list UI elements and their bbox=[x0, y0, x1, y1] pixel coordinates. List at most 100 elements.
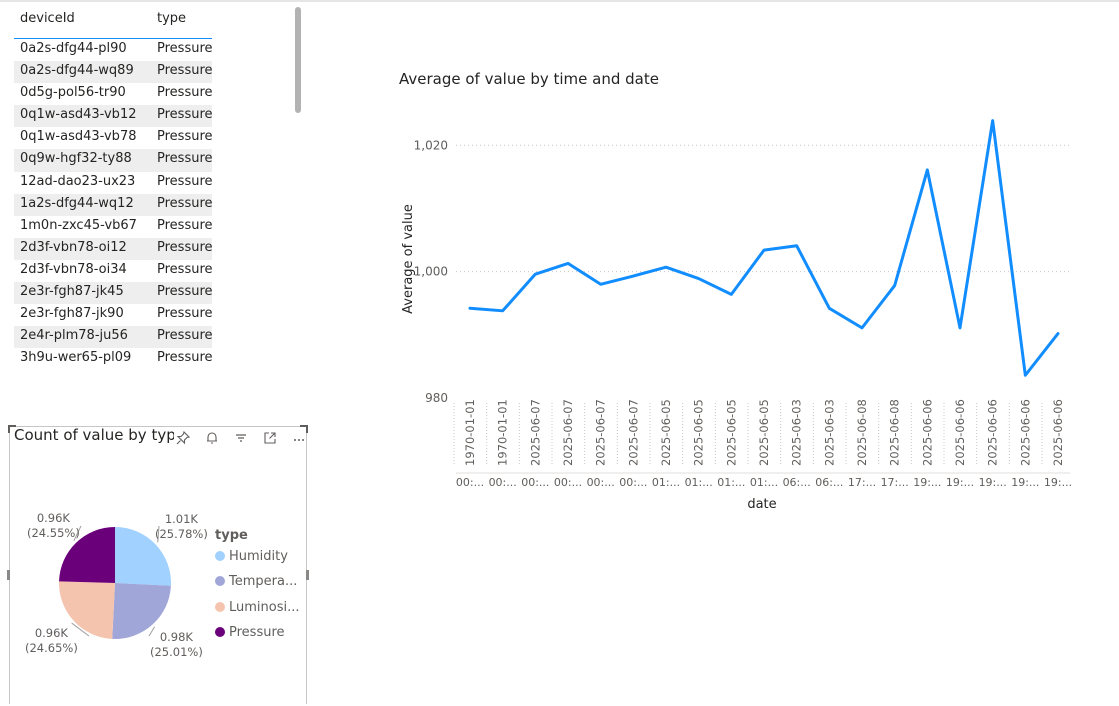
data-line-average-value[interactable] bbox=[468, 119, 1060, 377]
data-point[interactable] bbox=[1024, 374, 1027, 377]
data-point[interactable] bbox=[534, 273, 537, 276]
table-row[interactable]: 1a2s-dfg44-wq12 Pressure bbox=[14, 193, 213, 216]
x-tick-time-label: 00:... bbox=[554, 476, 582, 489]
x-tick-time-label: 00:... bbox=[587, 476, 615, 489]
data-point[interactable] bbox=[991, 119, 994, 122]
cell-type: Pressure bbox=[157, 328, 213, 344]
slice-value: 1.01K bbox=[164, 512, 198, 526]
legend-label: Luminosi... bbox=[229, 600, 300, 615]
visual-header-icons bbox=[175, 430, 307, 448]
table-row[interactable]: 0d5g-pol56-tr90 Pressure bbox=[14, 83, 213, 105]
x-tick-date-label: 2025-06-06 bbox=[920, 399, 934, 466]
cell-deviceid: 0q1w-asd43-vb12 bbox=[20, 107, 137, 123]
pin-icon[interactable] bbox=[175, 430, 191, 446]
more-options-icon[interactable] bbox=[291, 430, 307, 446]
slice-percent: (24.55%) bbox=[27, 526, 80, 540]
table-row[interactable]: 0q9w-hgf32-ty88 Pressure bbox=[14, 149, 213, 172]
y-tick-label: 1,000 bbox=[414, 265, 448, 279]
pie-slice-temperature[interactable] bbox=[112, 583, 171, 639]
legend-item-pressure[interactable]: Pressure bbox=[215, 625, 285, 643]
column-header-deviceid[interactable]: deviceId bbox=[20, 11, 75, 26]
cell-deviceid: 2e4r-plm78-ju56 bbox=[20, 328, 128, 344]
data-point[interactable] bbox=[697, 277, 700, 280]
pie-chart-visual[interactable]: Count of value by typ type Humidity Temp… bbox=[7, 425, 309, 704]
data-point[interactable] bbox=[763, 249, 766, 252]
x-tick-time-label: 00:... bbox=[489, 476, 517, 489]
table-row[interactable]: 0q1w-asd43-vb12 Pressure bbox=[14, 105, 213, 128]
x-tick-time-label: 17:... bbox=[848, 476, 876, 489]
x-tick-time-label: 19:... bbox=[1044, 476, 1072, 489]
table-row[interactable]: 2d3f-vbn78-oi34 Pressure bbox=[14, 260, 213, 282]
cell-type: Pressure bbox=[157, 129, 213, 145]
cell-type: Pressure bbox=[157, 151, 213, 167]
data-point[interactable] bbox=[632, 275, 635, 278]
legend-label: Pressure bbox=[229, 625, 285, 640]
x-tick-time-label: 01:... bbox=[685, 476, 713, 489]
table-row[interactable]: 2e3r-fgh87-jk90 Pressure bbox=[14, 304, 213, 326]
data-point[interactable] bbox=[828, 307, 831, 310]
resize-side-handle[interactable] bbox=[306, 570, 309, 580]
table-row[interactable]: 1m0n-zxc45-vb67 Pressure bbox=[14, 216, 213, 238]
cell-type: Pressure bbox=[157, 85, 213, 101]
filter-icon[interactable] bbox=[233, 430, 249, 446]
table-row[interactable]: 12ad-dao23-ux23 Pressure bbox=[14, 172, 213, 194]
x-tick-date-label: 2025-06-07 bbox=[528, 399, 542, 466]
cell-deviceid: 0a2s-dfg44-wq89 bbox=[20, 63, 134, 79]
data-point[interactable] bbox=[665, 266, 668, 269]
table-row[interactable]: 0a2s-dfg44-pl90 Pressure bbox=[14, 39, 213, 61]
pie-slice-pressure[interactable] bbox=[59, 527, 115, 583]
x-tick-date-label: 2025-06-05 bbox=[692, 399, 706, 466]
x-tick-date-label: 2025-06-07 bbox=[594, 399, 608, 466]
pie-plot bbox=[59, 525, 171, 639]
leader-line bbox=[71, 622, 90, 637]
data-point[interactable] bbox=[469, 307, 472, 310]
data-point[interactable] bbox=[567, 262, 570, 265]
data-point[interactable] bbox=[861, 326, 864, 329]
x-tick-date-label: 2025-06-06 bbox=[1051, 399, 1065, 466]
cell-deviceid: 2e3r-fgh87-jk90 bbox=[20, 306, 124, 322]
data-point[interactable] bbox=[501, 309, 504, 312]
table-row[interactable]: 3h9u-wer65-pl09 Pressure bbox=[14, 348, 213, 370]
x-tick-time-label: 00:... bbox=[521, 476, 549, 489]
cell-deviceid: 3h9u-wer65-pl09 bbox=[20, 350, 132, 366]
resize-corner-handle[interactable] bbox=[300, 425, 308, 433]
table-row[interactable]: 2d3f-vbn78-oi12 Pressure bbox=[14, 237, 213, 260]
legend-item-temperature[interactable]: Tempera... bbox=[215, 574, 297, 592]
data-point[interactable] bbox=[730, 293, 733, 296]
bell-icon[interactable] bbox=[204, 430, 220, 446]
legend-item-luminosity[interactable]: Luminosi... bbox=[215, 600, 300, 618]
table-scrollbar[interactable] bbox=[295, 7, 301, 113]
cell-deviceid: 2d3f-vbn78-oi34 bbox=[20, 261, 127, 277]
data-point[interactable] bbox=[599, 283, 602, 286]
table-row[interactable]: 0a2s-dfg44-wq89 Pressure bbox=[14, 61, 213, 84]
data-point[interactable] bbox=[893, 284, 896, 287]
data-point[interactable] bbox=[1057, 332, 1060, 335]
pie-slice-humidity[interactable] bbox=[115, 527, 171, 586]
device-table[interactable]: deviceId type 0a2s-dfg44-pl90 Pressure 0a2… bbox=[14, 6, 304, 374]
slice-label-pressure: 0.96K (24.55%) bbox=[27, 511, 80, 541]
column-header-type[interactable]: type bbox=[157, 11, 187, 26]
pie-slice-luminosity[interactable] bbox=[59, 581, 115, 639]
x-axis-title: date bbox=[747, 497, 776, 512]
table-row[interactable]: 0q1w-asd43-vb78 Pressure bbox=[14, 127, 213, 149]
table-row[interactable]: 2e4r-plm78-ju56 Pressure bbox=[14, 326, 213, 349]
x-tick-time-label: 00:... bbox=[619, 476, 647, 489]
slice-value: 0.96K bbox=[36, 511, 70, 525]
line-chart-visual[interactable]: Average of value by time and date 980 1,0… bbox=[390, 60, 1090, 530]
resize-side-handle[interactable] bbox=[7, 570, 10, 580]
data-point[interactable] bbox=[795, 244, 798, 247]
cell-type: Pressure bbox=[157, 239, 213, 255]
resize-corner-handle[interactable] bbox=[8, 425, 16, 433]
legend-title: type bbox=[215, 528, 248, 543]
data-point[interactable] bbox=[959, 326, 962, 329]
x-tick-date-label: 2025-06-06 bbox=[1018, 399, 1032, 466]
focus-mode-icon[interactable] bbox=[262, 430, 278, 446]
line-plot: 980 1,000 1,020 Average of value 1970-01-01 0… bbox=[401, 119, 1072, 512]
data-point[interactable] bbox=[926, 168, 929, 171]
cell-deviceid: 0q9w-hgf32-ty88 bbox=[20, 151, 132, 167]
x-tick-date-label: 1970-01-01 bbox=[463, 399, 477, 466]
table-row[interactable]: 2e3r-fgh87-jk45 Pressure bbox=[14, 282, 213, 305]
cell-deviceid: 0d5g-pol56-tr90 bbox=[20, 85, 126, 101]
legend-item-humidity[interactable]: Humidity bbox=[215, 549, 288, 567]
x-tick-time-label: 06:... bbox=[783, 476, 811, 489]
